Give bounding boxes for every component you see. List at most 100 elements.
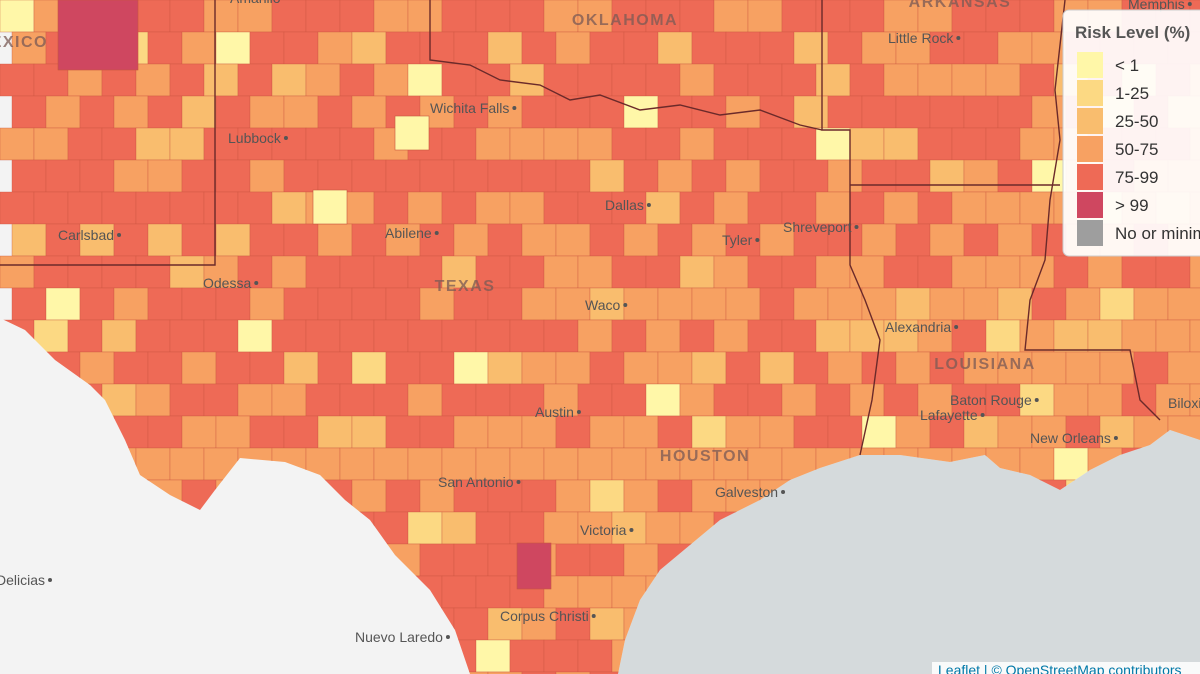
city-label: Austin (535, 404, 574, 420)
attribution-text[interactable]: Leaflet | © OpenStreetMap contributors (938, 662, 1182, 674)
county (1167, 287, 1200, 321)
county (827, 223, 863, 257)
county (373, 255, 409, 289)
county (147, 351, 183, 385)
county (181, 223, 217, 257)
county (577, 319, 613, 353)
city-dot (623, 303, 628, 307)
county (589, 223, 625, 257)
county (793, 31, 829, 65)
county (657, 415, 693, 449)
county (147, 31, 183, 65)
county (611, 383, 647, 417)
county (1155, 319, 1191, 353)
county (555, 607, 591, 641)
county (249, 287, 285, 321)
city-dot (781, 490, 786, 494)
county (509, 511, 545, 545)
county (657, 223, 693, 257)
county (849, 0, 885, 33)
county (147, 95, 183, 129)
county (985, 191, 1021, 225)
county (135, 447, 171, 481)
county (577, 447, 613, 481)
county (237, 0, 273, 33)
county (645, 191, 681, 225)
legend-label: 75-99 (1115, 168, 1158, 187)
city-label: Lafayette (920, 407, 978, 423)
county (645, 383, 681, 417)
county (815, 0, 851, 33)
county (509, 0, 545, 33)
county (487, 287, 523, 321)
county (963, 31, 999, 65)
county (181, 351, 217, 385)
county (713, 191, 749, 225)
county (747, 127, 783, 161)
city-dot (576, 410, 581, 414)
county (135, 319, 171, 353)
county (516, 542, 552, 590)
county (577, 383, 613, 417)
county (827, 95, 863, 129)
county (407, 319, 443, 353)
county (351, 415, 387, 449)
county (351, 287, 387, 321)
county (11, 159, 47, 193)
county (747, 0, 783, 33)
county (441, 447, 477, 481)
county (101, 319, 137, 353)
county (475, 575, 511, 609)
county (883, 319, 919, 353)
county (169, 127, 205, 161)
county (317, 415, 353, 449)
county (351, 31, 387, 65)
county (781, 255, 817, 289)
county (441, 255, 477, 289)
county (815, 383, 851, 417)
county (555, 351, 591, 385)
county (691, 223, 727, 257)
county (555, 159, 591, 193)
county (895, 159, 931, 193)
county (1121, 319, 1157, 353)
county (827, 415, 863, 449)
county (79, 287, 115, 321)
city-label: Victoria (580, 522, 627, 538)
county (1087, 319, 1123, 353)
county (679, 319, 715, 353)
county (985, 383, 1021, 417)
county (0, 127, 35, 161)
city-dot (591, 614, 596, 618)
county (487, 415, 523, 449)
county (759, 31, 795, 65)
county (339, 0, 375, 33)
county (1053, 319, 1089, 353)
region-label: LOUISIANA (934, 356, 1036, 373)
county (351, 223, 387, 257)
county (963, 95, 999, 129)
county (113, 159, 149, 193)
county (351, 159, 387, 193)
county (679, 447, 715, 481)
county (407, 383, 443, 417)
county (747, 319, 783, 353)
county (283, 415, 319, 449)
county (951, 191, 987, 225)
county (521, 479, 557, 513)
county (929, 351, 965, 385)
county (101, 255, 137, 289)
county (849, 63, 885, 97)
county (815, 319, 851, 353)
county (691, 351, 727, 385)
county (997, 31, 1033, 65)
county (543, 63, 579, 97)
county (441, 575, 477, 609)
county (917, 127, 953, 161)
county (543, 0, 579, 33)
county (1099, 351, 1135, 385)
city-label: San Antonio (438, 474, 514, 490)
county (67, 255, 103, 289)
county (509, 447, 545, 481)
county (679, 63, 715, 97)
